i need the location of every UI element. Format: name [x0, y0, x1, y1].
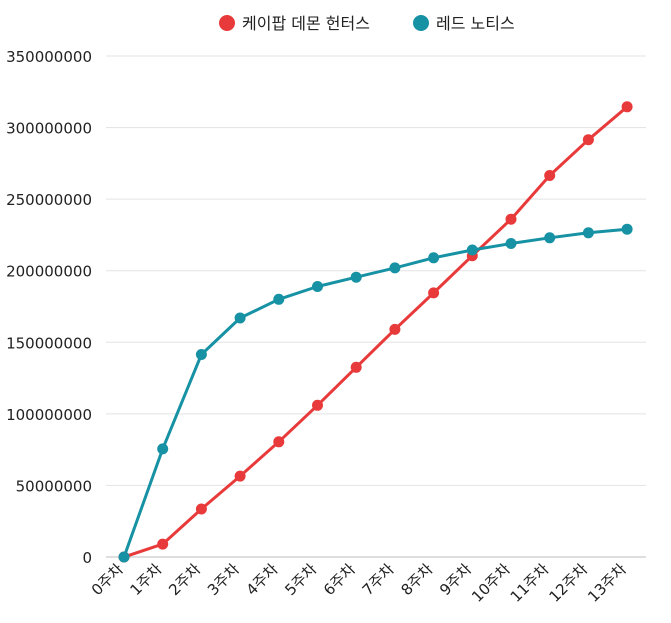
legend-item-1[interactable]: 레드 노티스 — [413, 14, 515, 33]
x-tick-label: 6주차 — [320, 560, 359, 599]
data-point-s0[interactable] — [389, 323, 401, 335]
data-point-s0[interactable] — [428, 287, 440, 299]
data-point-s1[interactable] — [389, 262, 401, 274]
x-tick-label: 11주차 — [507, 560, 553, 606]
data-point-s1[interactable] — [428, 252, 440, 264]
data-point-s0[interactable] — [350, 361, 362, 373]
x-axis-ticks: 0주차 1주차 2주차 3주차 4주차 5주차 6주차 7주차 8주차 9주차10주차11주차12… — [88, 560, 630, 606]
y-tick-label: 350000000 — [6, 48, 92, 66]
x-tick-label: 8주차 — [397, 560, 436, 599]
data-point-s1[interactable] — [505, 238, 517, 249]
data-point-s1[interactable] — [157, 443, 169, 455]
legend-marker-1 — [413, 15, 429, 31]
data-point-s1[interactable] — [582, 227, 594, 239]
y-axis-ticks: 0 50000000 100000000 150000000 200000000 2500… — [6, 48, 92, 567]
data-point-s1[interactable] — [312, 281, 323, 292]
x-tick-label: 2주차 — [165, 560, 204, 599]
data-point-s0[interactable] — [505, 213, 517, 225]
series-line-1 — [122, 227, 629, 559]
data-point-s0[interactable] — [582, 134, 594, 146]
y-tick-label: 300000000 — [6, 120, 92, 138]
series-line-0 — [122, 105, 629, 559]
legend-label-1: 레드 노티스 — [436, 14, 515, 33]
x-tick-label: 7주차 — [359, 560, 398, 599]
data-point-s0[interactable] — [544, 170, 556, 181]
data-point-s1[interactable] — [350, 271, 362, 283]
y-tick-label: 100000000 — [6, 406, 92, 424]
legend-item-0[interactable]: 케이팝 데몬 헌터스 — [219, 14, 370, 33]
x-tick-label: 4주차 — [243, 560, 282, 599]
series-points — [118, 101, 633, 563]
x-tick-label: 5주차 — [281, 560, 320, 599]
series-lines — [122, 105, 629, 559]
legend-label-0: 케이팝 데몬 헌터스 — [242, 14, 370, 33]
x-tick-label: 1주차 — [127, 560, 166, 599]
y-tick-label: 200000000 — [6, 263, 92, 281]
data-point-s1[interactable] — [621, 223, 633, 235]
data-point-s0[interactable] — [312, 399, 323, 411]
x-tick-label: 12주차 — [545, 560, 591, 606]
data-point-s1[interactable] — [195, 349, 207, 360]
data-point-s1[interactable] — [544, 232, 556, 244]
data-point-s0[interactable] — [234, 470, 246, 482]
legend: 케이팝 데몬 헌터스 레드 노티스 — [219, 14, 515, 33]
data-point-s0[interactable] — [273, 436, 285, 448]
data-point-s1[interactable] — [118, 551, 130, 563]
x-tick-label: 3주차 — [204, 560, 243, 599]
legend-marker-0 — [219, 15, 235, 31]
y-tick-label: 150000000 — [6, 334, 92, 352]
data-point-s1[interactable] — [234, 312, 246, 324]
data-point-s0[interactable] — [621, 101, 633, 113]
data-point-s0[interactable] — [195, 503, 207, 515]
data-point-s0[interactable] — [157, 538, 169, 550]
y-tick-label: 0 — [82, 549, 92, 567]
y-tick-label: 50000000 — [16, 477, 92, 495]
data-point-s1[interactable] — [466, 244, 478, 256]
grid-lines — [106, 55, 646, 558]
x-tick-label: 0주차 — [88, 560, 127, 599]
data-point-s1[interactable] — [273, 293, 285, 305]
x-tick-label: 13주차 — [584, 560, 630, 606]
x-tick-label: 10주차 — [468, 560, 514, 606]
y-tick-label: 250000000 — [6, 191, 92, 209]
